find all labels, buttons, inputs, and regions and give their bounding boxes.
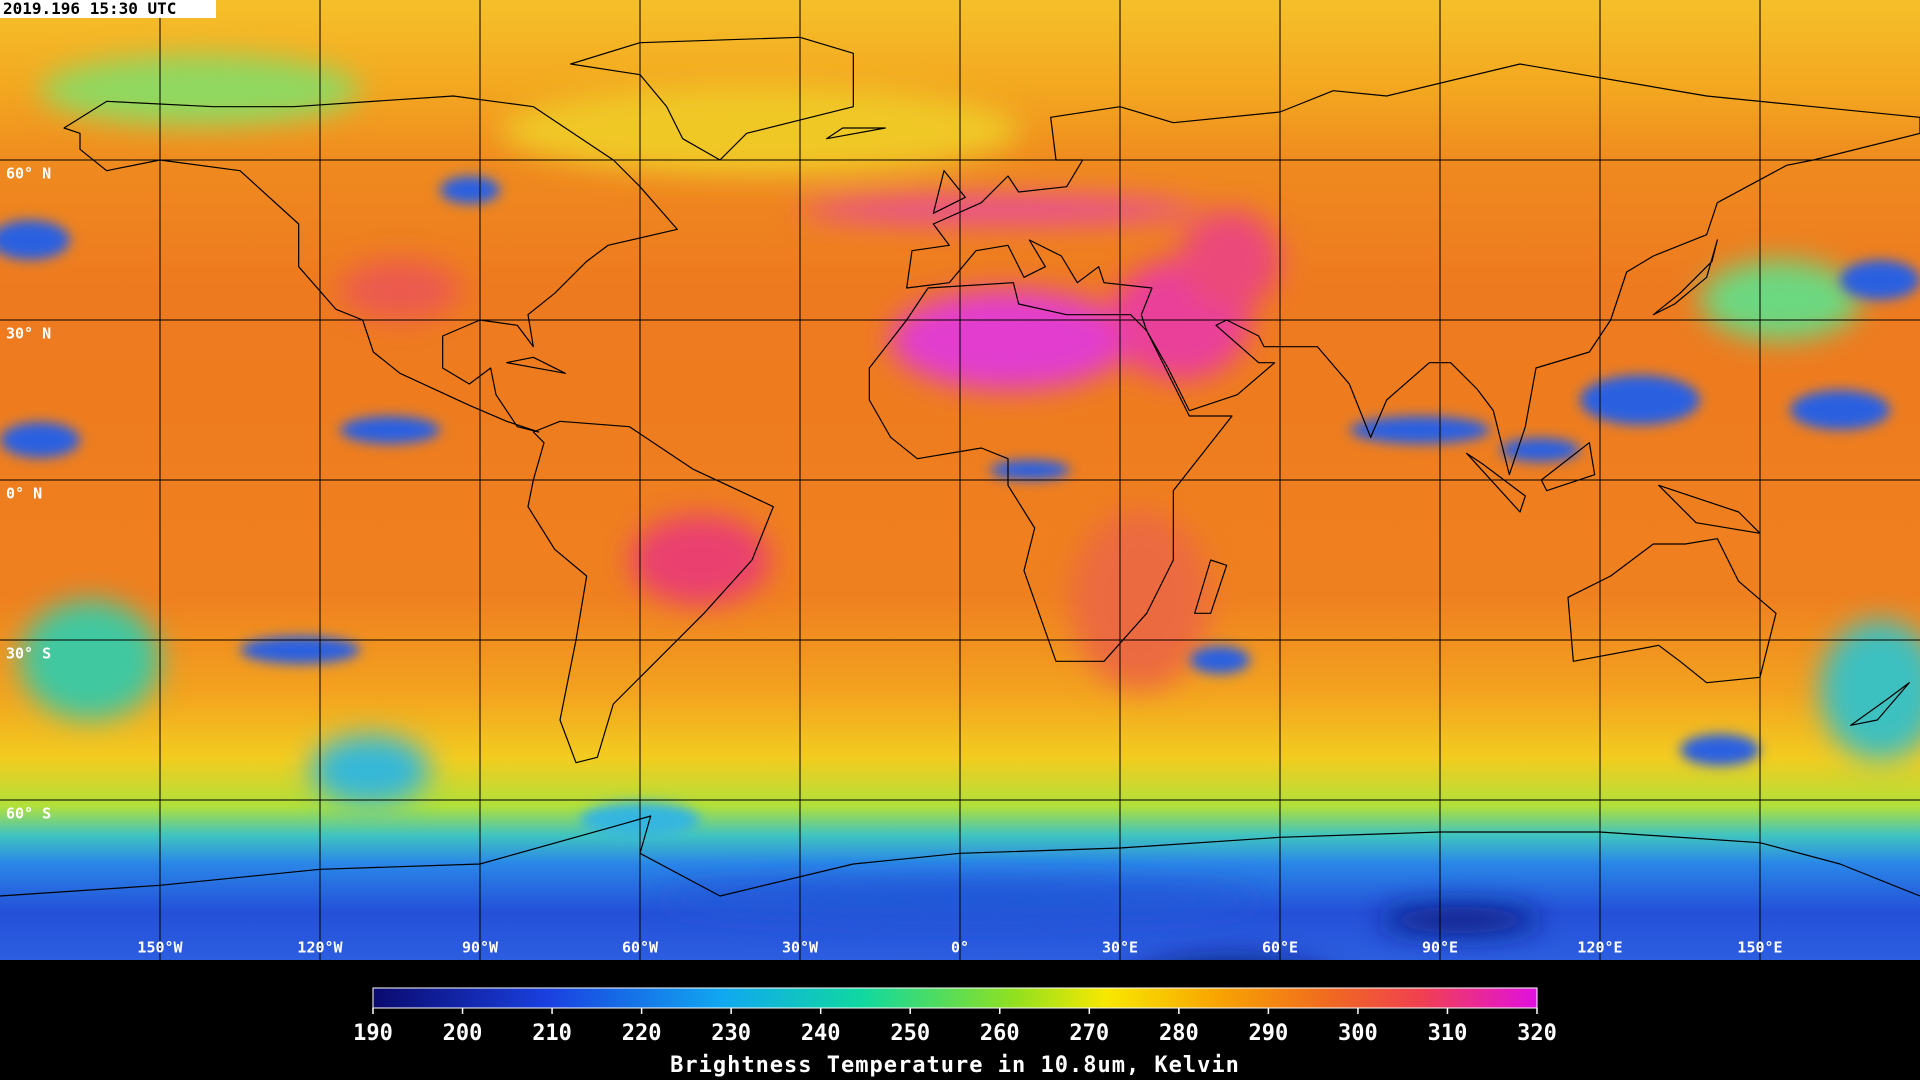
- longitude-label: 30°E: [1102, 939, 1138, 957]
- coastline: [869, 283, 1232, 662]
- timestamp: 2019.196 15:30 UTC: [3, 0, 176, 18]
- colorbar-tick-label: 200: [443, 1021, 483, 1046]
- colorbar-tick-label: 230: [711, 1021, 751, 1046]
- colorbar-tick-label: 290: [1249, 1021, 1289, 1046]
- longitude-label: 0°: [951, 939, 969, 957]
- latitude-label: 0° N: [6, 485, 42, 503]
- coastline: [528, 421, 773, 762]
- longitude-label: 120°W: [297, 939, 343, 957]
- longitude-label: 90°E: [1422, 939, 1458, 957]
- latitude-label: 60° S: [6, 805, 51, 823]
- legend-background: [0, 960, 1920, 1080]
- coastline: [0, 816, 1920, 896]
- colorbar-title: Brightness Temperature in 10.8um, Kelvin: [670, 1053, 1240, 1078]
- longitude-label: 120°E: [1577, 939, 1622, 957]
- longitude-label: 150°W: [137, 939, 183, 957]
- longitude-label: 90°W: [462, 939, 499, 957]
- longitude-label: 60°W: [622, 939, 659, 957]
- colorbar-tick-label: 240: [801, 1021, 841, 1046]
- coastline: [571, 37, 854, 160]
- coastline: [64, 96, 677, 432]
- colorbar-tick-label: 320: [1517, 1021, 1557, 1046]
- colorbar-tick-label: 280: [1159, 1021, 1199, 1046]
- colorbar-tick-label: 310: [1428, 1021, 1468, 1046]
- latitude-label: 60° N: [6, 165, 51, 183]
- colorbar-ramp: [372, 987, 1538, 1009]
- colorbar-tick-label: 260: [980, 1021, 1020, 1046]
- colorbar: Brightness Temperature in 10.8um, Kelvin…: [353, 987, 1557, 1078]
- longitude-label: 30°W: [782, 939, 819, 957]
- colorbar-tick-label: 220: [622, 1021, 662, 1046]
- coastline: [1568, 539, 1776, 683]
- colorbar-tick-label: 250: [890, 1021, 930, 1046]
- colorbar-tick-label: 270: [1069, 1021, 1109, 1046]
- colorbar-tick-label: 190: [353, 1021, 393, 1046]
- timestamp-background: [0, 0, 216, 18]
- longitude-label: 150°E: [1737, 939, 1782, 957]
- colorbar-tick-label: 210: [532, 1021, 572, 1046]
- latitude-label: 30° N: [6, 325, 51, 343]
- colorbar-tick-label: 300: [1338, 1021, 1378, 1046]
- longitude-label: 60°E: [1262, 939, 1298, 957]
- cloud-systems: [0, 176, 1920, 838]
- imagery: [0, 0, 1920, 960]
- latitude-label: 30° S: [6, 645, 51, 663]
- graticule: [0, 0, 1920, 960]
